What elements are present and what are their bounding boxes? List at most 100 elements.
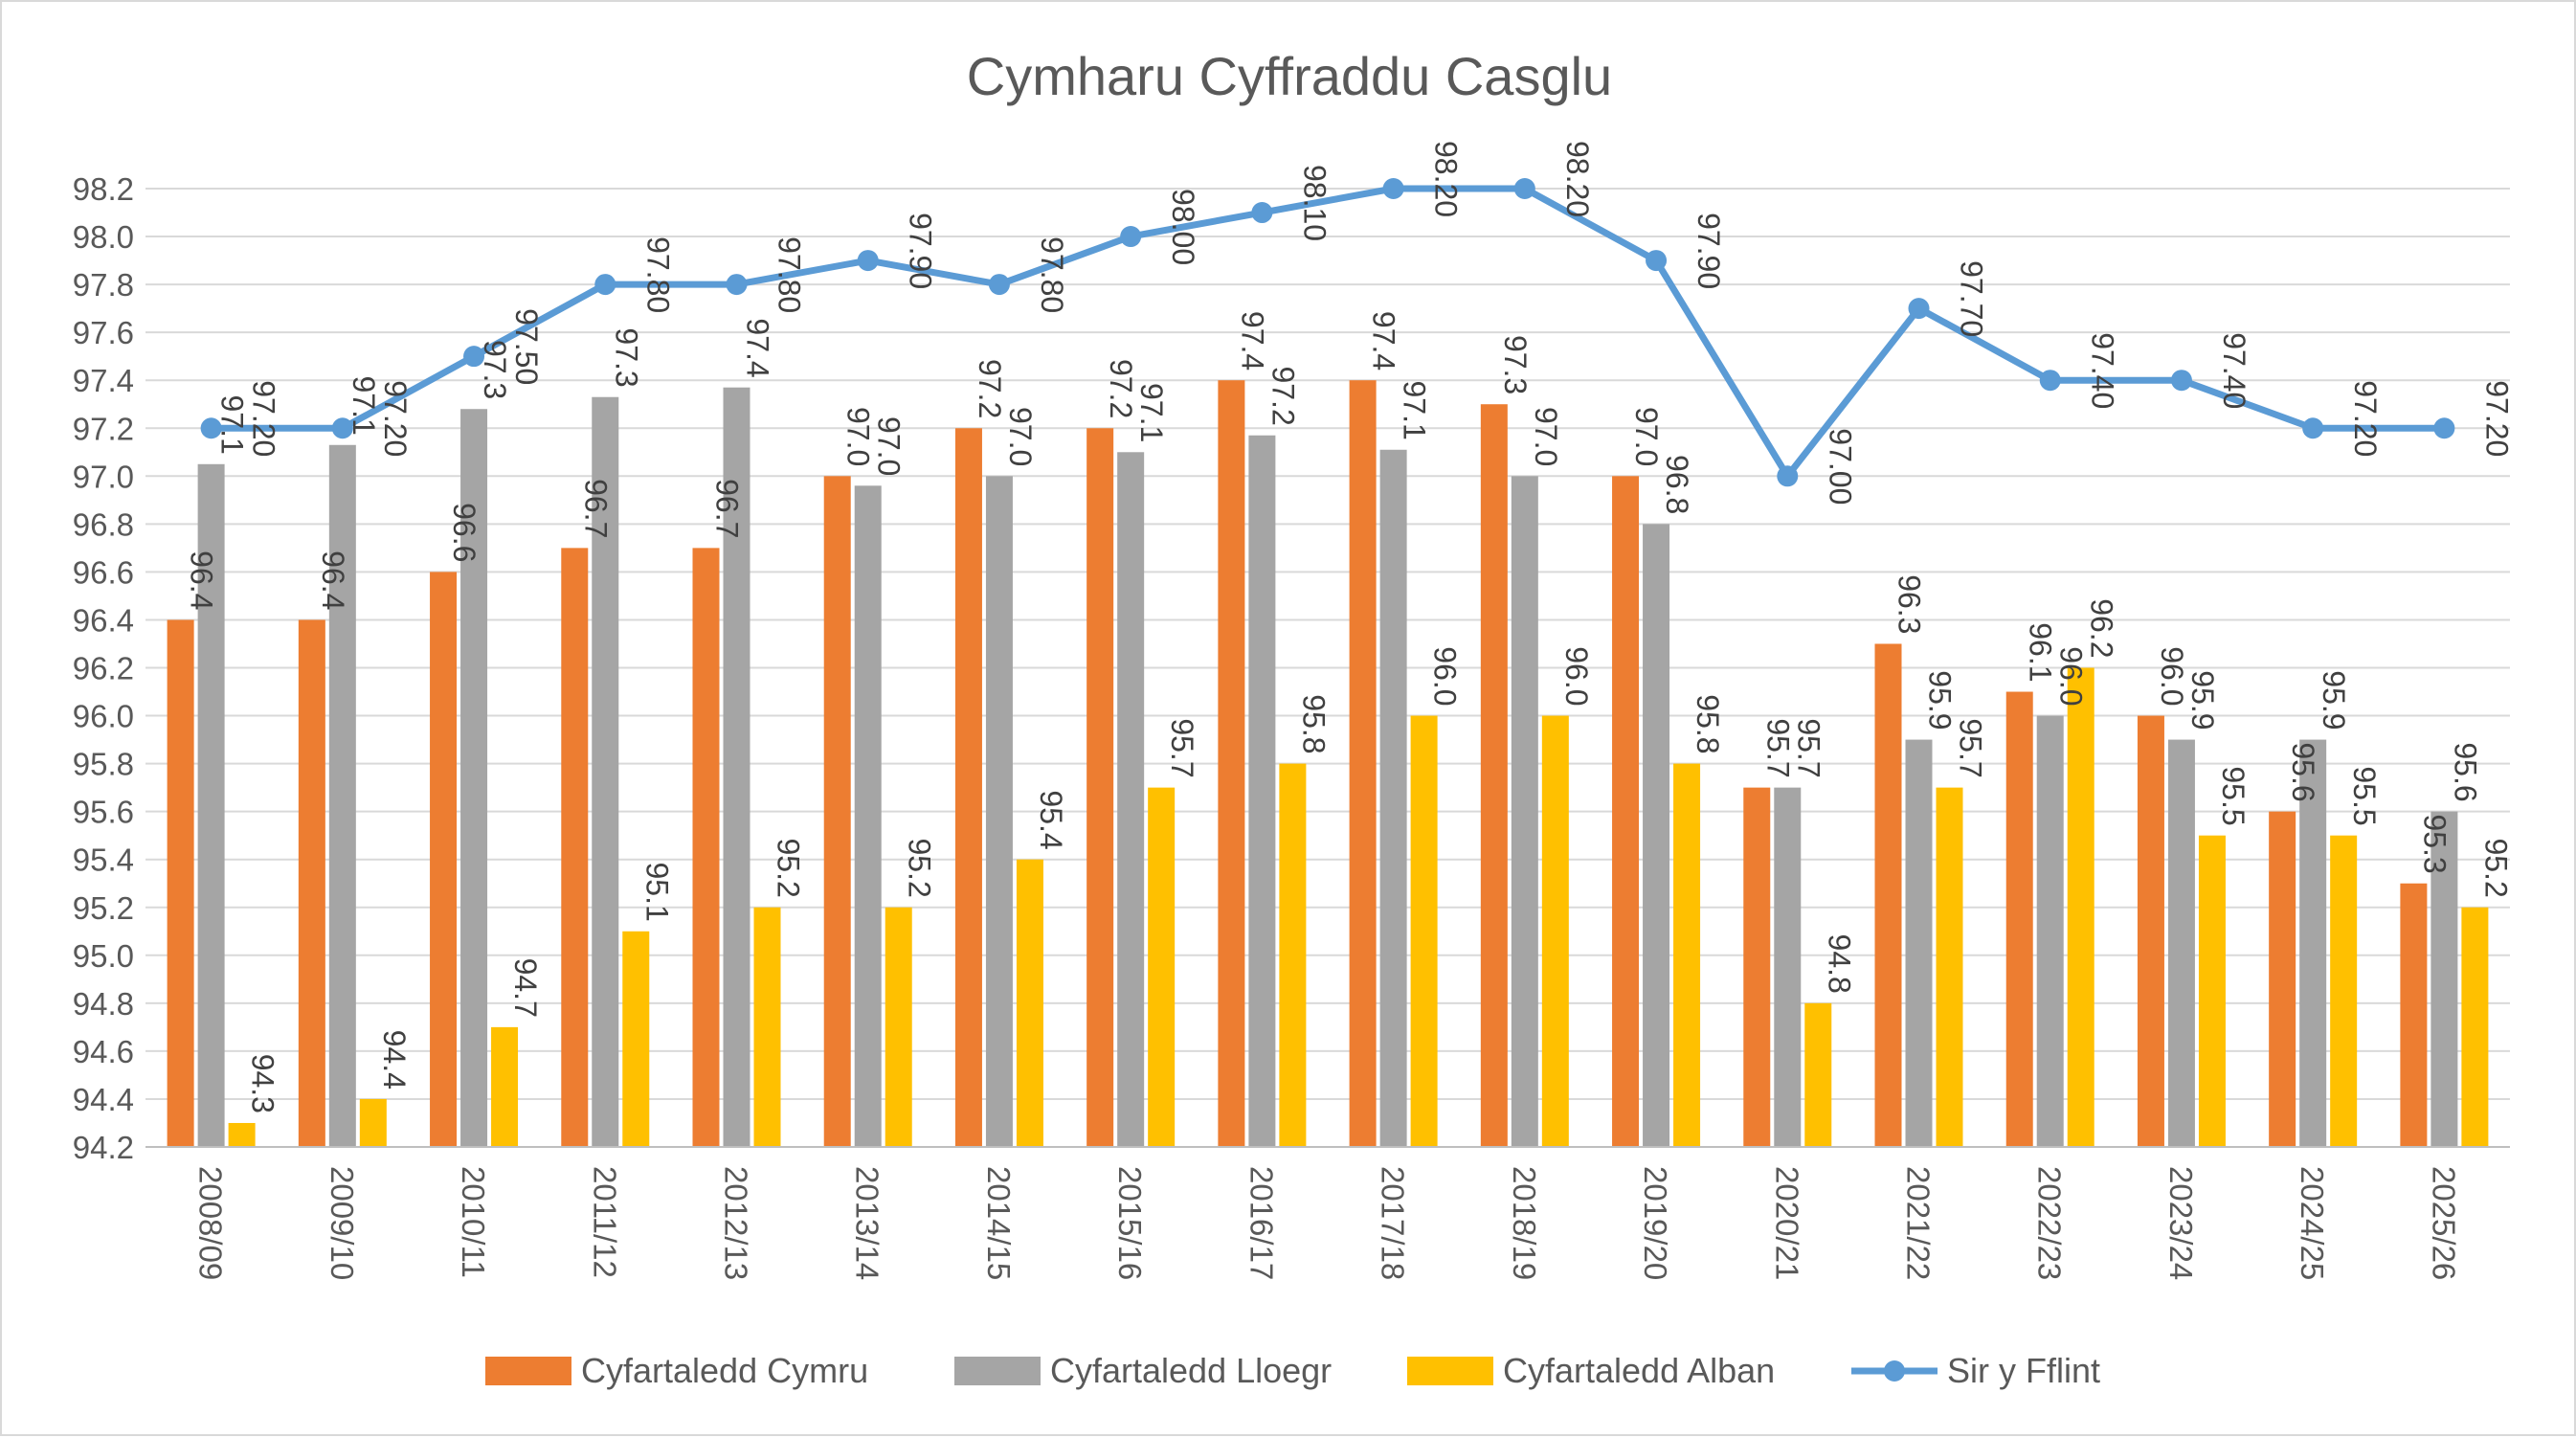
legend-swatch <box>954 1357 1041 1385</box>
data-label: 97.4 <box>1367 311 1401 371</box>
legend-swatch <box>485 1357 571 1385</box>
bar <box>430 572 458 1147</box>
y-tick-label: 98.0 <box>73 219 134 255</box>
data-label: 97.4 <box>1235 311 1269 371</box>
line-point <box>1908 298 1930 320</box>
bar <box>2167 739 2195 1147</box>
y-tick-label: 94.6 <box>73 1034 134 1069</box>
bar <box>1148 787 1176 1147</box>
line-data-label: 98.20 <box>1560 141 1595 217</box>
bar <box>1410 715 1438 1147</box>
data-label: 95.5 <box>2347 766 2382 825</box>
x-tick-label: 2018/19 <box>1507 1166 1542 1280</box>
x-tick-label: 2009/10 <box>325 1166 360 1280</box>
line-point <box>2170 370 2192 392</box>
x-tick-label: 2012/13 <box>719 1166 754 1280</box>
data-label: 97.0 <box>1003 407 1038 466</box>
bar <box>1016 859 1043 1147</box>
bar <box>753 907 781 1147</box>
x-tick-label: 2024/25 <box>2295 1166 2330 1280</box>
line-data-label: 97.90 <box>904 213 938 289</box>
data-label: 94.7 <box>508 958 543 1018</box>
bar <box>885 907 912 1147</box>
data-label: 95.7 <box>1165 718 1199 777</box>
legend-label: Cyfartaledd Lloegr <box>1050 1351 1332 1390</box>
bar <box>1743 787 1771 1147</box>
data-label: 97.3 <box>478 340 512 399</box>
x-tick-label: 2013/14 <box>850 1166 885 1280</box>
data-label: 97.0 <box>872 416 907 476</box>
line-point <box>1777 465 1799 487</box>
line-data-label: 97.80 <box>773 236 807 313</box>
line-data-label: 97.80 <box>1035 236 1069 313</box>
bar <box>2198 835 2226 1147</box>
y-axis: 94.2 94.4 94.6 94.8 95.0 95.2 95.4 95.6 95.8 96.0… <box>73 171 134 1165</box>
line-data-label: 98.10 <box>1297 165 1332 241</box>
data-label: 96.0 <box>2155 646 2189 706</box>
line-point <box>1513 178 1535 199</box>
line-series <box>200 178 2455 487</box>
line-data-label: 97.70 <box>1955 260 1989 337</box>
data-label: 96.4 <box>316 550 350 610</box>
line-data-label: 97.40 <box>2217 332 2251 409</box>
data-label: 94.3 <box>246 1054 280 1113</box>
bar <box>197 463 225 1148</box>
data-label: 97.2 <box>1104 359 1138 418</box>
data-label: 95.9 <box>2185 670 2220 730</box>
data-label: 97.4 <box>741 318 775 377</box>
line-point <box>2302 417 2324 439</box>
line-point <box>1251 202 1273 224</box>
bar <box>854 485 882 1147</box>
legend-label: Cyfartaledd Alban <box>1503 1351 1775 1390</box>
data-label: 95.7 <box>1791 718 1826 777</box>
x-tick-label: 2023/24 <box>2163 1166 2199 1280</box>
data-label: 95.2 <box>772 838 806 897</box>
bar <box>1349 380 1377 1147</box>
data-label: 95.9 <box>2317 670 2351 730</box>
bar <box>723 387 750 1147</box>
bar <box>1905 739 1933 1147</box>
data-label: 97.1 <box>215 395 250 455</box>
x-tick-label: 2014/15 <box>981 1166 1017 1280</box>
bar <box>954 428 982 1147</box>
bar <box>1874 643 1902 1147</box>
y-tick-label: 97.0 <box>73 459 134 494</box>
line-point <box>463 346 485 368</box>
bar <box>2269 811 2296 1147</box>
data-label: 96.7 <box>710 479 745 538</box>
y-tick-label: 97.6 <box>73 315 134 350</box>
y-tick-label: 96.4 <box>73 602 134 638</box>
bar <box>2430 811 2458 1147</box>
bar <box>2005 691 2033 1147</box>
bar <box>1086 428 1114 1147</box>
data-label: 97.3 <box>1498 335 1533 394</box>
data-label: 97.3 <box>609 327 643 387</box>
bar <box>491 1026 519 1147</box>
x-tick-label: 2020/21 <box>1769 1166 1804 1280</box>
y-tick-label: 94.8 <box>73 986 134 1022</box>
data-label: 96.4 <box>185 550 219 610</box>
line-data-label: 97.20 <box>247 380 281 457</box>
data-label: 96.3 <box>1893 574 1927 634</box>
data-label: 95.7 <box>1954 718 1988 777</box>
data-label: 95.7 <box>1760 718 1795 777</box>
x-tick-label: 2017/18 <box>1376 1166 1411 1280</box>
bar <box>359 1098 387 1147</box>
y-tick-label: 94.4 <box>73 1082 134 1117</box>
data-label: 96.0 <box>1559 646 1594 706</box>
y-tick-label: 95.4 <box>73 843 134 878</box>
data-label: 95.8 <box>1296 694 1331 753</box>
bar <box>1511 476 1538 1147</box>
x-tick-label: 2019/20 <box>1638 1166 1673 1280</box>
bar <box>1248 435 1276 1147</box>
line-data-label: 97.40 <box>2086 332 2120 409</box>
bar <box>1279 763 1307 1147</box>
data-label: 95.6 <box>2448 742 2482 801</box>
bar <box>328 444 356 1148</box>
data-label: 96.2 <box>2085 598 2119 658</box>
x-tick-label: 2025/26 <box>2426 1166 2461 1280</box>
y-tick-label: 95.0 <box>73 938 134 974</box>
bar <box>2036 715 2064 1147</box>
